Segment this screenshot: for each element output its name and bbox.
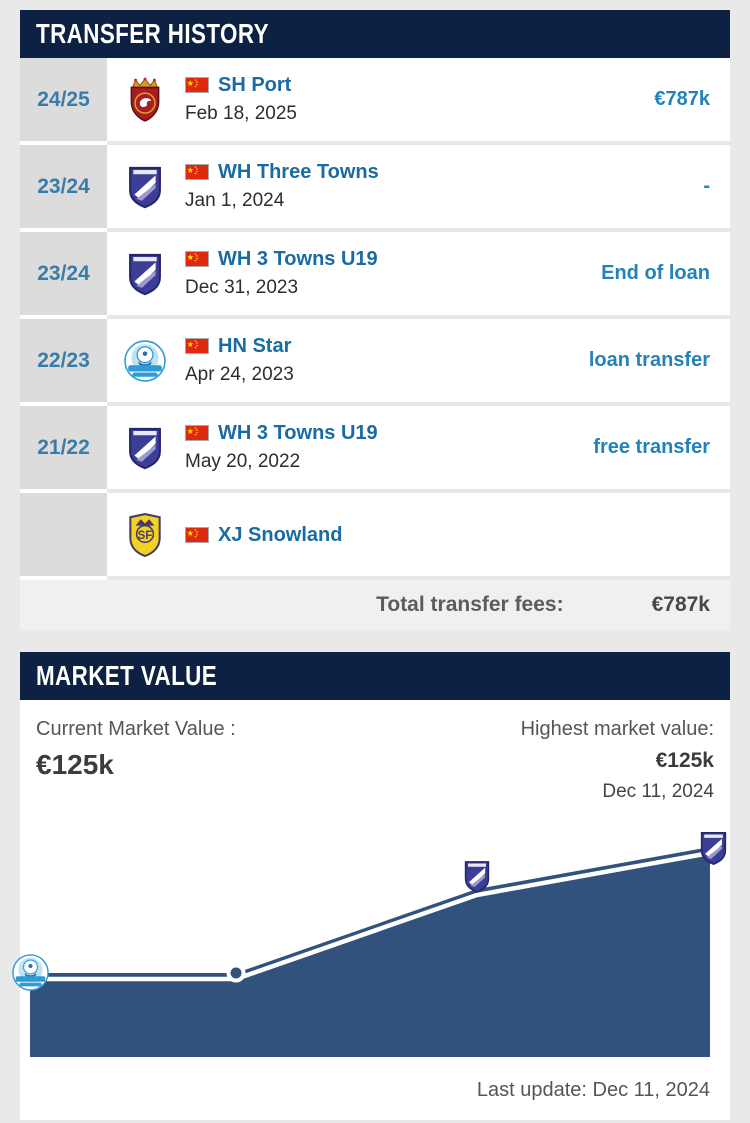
market-value-panel: Current Market Value : €125k Highest mar… bbox=[20, 700, 730, 1120]
sh-port-badge-icon[interactable] bbox=[123, 72, 167, 128]
transfer-fee: End of loan bbox=[601, 262, 710, 284]
china-flag-icon bbox=[185, 338, 209, 354]
season-cell: 24/25 bbox=[20, 58, 107, 141]
highest-market-value-block: Highest market value: €125k Dec 11, 2024 bbox=[521, 718, 714, 803]
market-value-area-plot bbox=[30, 847, 711, 1057]
transfer-fee: €787k bbox=[654, 88, 710, 110]
highest-market-value: €125k bbox=[655, 749, 714, 772]
market-value-header: MARKET VALUE bbox=[20, 652, 730, 700]
chart-area-fill bbox=[30, 847, 710, 1057]
wh-three-towns-badge-icon[interactable] bbox=[123, 246, 167, 302]
table-row: 23/24 WH Three Towns Jan 1, 2024 - bbox=[20, 145, 730, 232]
last-update-label: Last update: Dec 11, 2024 bbox=[476, 1079, 710, 1101]
market-value-section: MARKET VALUE Current Market Value : €125… bbox=[20, 652, 730, 1120]
season-cell: 22/23 bbox=[20, 319, 107, 402]
table-row: 24/25 SH Port Feb 18, 2025 €787k bbox=[20, 58, 730, 145]
transfer-fee: - bbox=[703, 175, 710, 197]
highest-market-value-date: Dec 11, 2024 bbox=[602, 781, 714, 802]
chart-point-dot bbox=[226, 963, 246, 983]
current-market-value-block: Current Market Value : €125k bbox=[36, 718, 236, 803]
china-flag-icon bbox=[185, 526, 209, 543]
hn-star-chart-badge-icon bbox=[12, 954, 49, 996]
wh-three-towns-badge-icon[interactable] bbox=[123, 159, 167, 215]
season-cell: 23/24 bbox=[20, 232, 107, 315]
transfer-fee: free transfer bbox=[593, 436, 710, 458]
wh-three-towns-chart-badge-icon bbox=[464, 860, 490, 898]
hn-star-badge-icon[interactable] bbox=[123, 333, 167, 389]
current-market-value-label: Current Market Value : bbox=[36, 718, 236, 740]
transfer-history-table: 24/25 SH Port Feb 18, 2025 €787k 23/24 bbox=[20, 58, 730, 630]
china-flag-icon bbox=[185, 164, 209, 180]
transfer-date: Apr 24, 2023 bbox=[185, 364, 294, 385]
table-row: 21/22 WH 3 Towns U19 May 20, 2022 free t… bbox=[20, 406, 730, 493]
market-value-chart[interactable] bbox=[30, 817, 710, 1057]
market-value-title: MARKET VALUE bbox=[36, 660, 218, 691]
season-cell bbox=[20, 493, 107, 576]
transfer-date: Feb 18, 2025 bbox=[185, 103, 297, 124]
transfer-date: May 20, 2022 bbox=[185, 451, 301, 472]
table-row: 22/23 HN Star Apr 24, 2023 loan transfer bbox=[20, 319, 730, 406]
total-fees-label: Total transfer fees: bbox=[376, 593, 564, 616]
table-row: 23/24 WH 3 Towns U19 Dec 31, 2023 End of… bbox=[20, 232, 730, 319]
highest-market-value-label: Highest market value: bbox=[520, 718, 714, 740]
club-link[interactable]: XJ Snowland bbox=[218, 523, 343, 546]
club-link[interactable]: WH 3 Towns U19 bbox=[218, 248, 378, 270]
current-market-value: €125k bbox=[36, 749, 114, 780]
table-row: XJ Snowland bbox=[20, 493, 730, 580]
china-flag-icon bbox=[185, 425, 209, 441]
xj-snowland-badge-icon[interactable] bbox=[123, 507, 167, 563]
club-link[interactable]: SH Port bbox=[218, 74, 292, 96]
transfer-history-header: TRANSFER HISTORY bbox=[20, 10, 730, 58]
season-cell: 21/22 bbox=[20, 406, 107, 489]
transfer-date: Dec 31, 2023 bbox=[185, 277, 299, 298]
total-transfer-fees-row: Total transfer fees: €787k bbox=[20, 580, 730, 630]
transfer-history-title: TRANSFER HISTORY bbox=[36, 18, 269, 49]
total-fees-value: €787k bbox=[651, 593, 710, 616]
club-link[interactable]: WH 3 Towns U19 bbox=[218, 422, 378, 444]
season-cell: 23/24 bbox=[20, 145, 107, 228]
wh-three-towns-chart-badge-icon bbox=[700, 831, 727, 870]
china-flag-icon bbox=[185, 77, 209, 93]
club-link[interactable]: WH Three Towns bbox=[218, 161, 379, 183]
club-link[interactable]: HN Star bbox=[218, 335, 292, 357]
chart-line-halo bbox=[30, 850, 711, 982]
transfer-fee: loan transfer bbox=[588, 349, 710, 371]
transfer-date: Jan 1, 2024 bbox=[185, 190, 285, 211]
china-flag-icon bbox=[185, 251, 209, 267]
wh-three-towns-badge-icon[interactable] bbox=[123, 420, 167, 476]
